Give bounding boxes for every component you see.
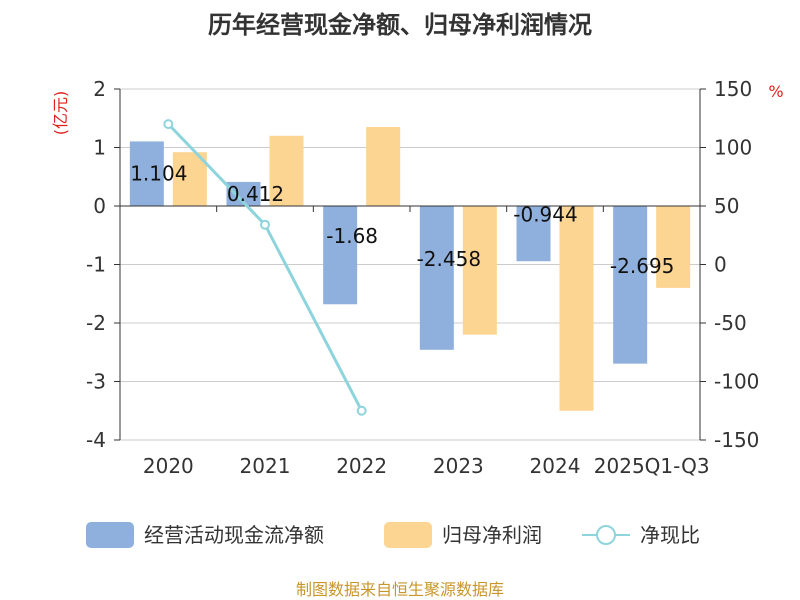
x-axis-category-label: 2020 <box>143 454 194 478</box>
x-axis-category-label: 2024 <box>530 454 581 478</box>
net-profit-bar[interactable] <box>656 206 691 288</box>
left-axis-tick-label: -2 <box>86 311 106 335</box>
legend-cashflow-label: 经营活动现金流净额 <box>144 523 324 547</box>
ratio-point[interactable] <box>260 219 270 230</box>
legend-ratio-swatch-marker <box>596 525 616 545</box>
x-axis-category-label: 2025Q1-Q3 <box>594 454 710 478</box>
legend[interactable]: 经营活动现金流净额 归母净利润 净现比 <box>86 522 700 548</box>
left-axis-tick-label: -3 <box>86 370 106 394</box>
x-axis-category-label: 2022 <box>336 454 387 478</box>
right-axis-tick-label: -100 <box>714 370 759 394</box>
x-axis-category-label: 2021 <box>240 454 291 478</box>
cashflow-bar[interactable] <box>516 206 551 262</box>
cashflow-data-label: -2.695 <box>610 254 674 278</box>
cashflow-bar[interactable] <box>129 141 164 206</box>
tick-labels: 2 1 0 -1 -2 -3 -4 150 100 50 0 -50 -100 -150 2020 2021 2… <box>86 77 759 478</box>
right-axis-tick-label: -50 <box>714 311 747 335</box>
legend-cashflow[interactable]: 经营活动现金流净额 <box>86 522 324 548</box>
legend-ratio-label: 净现比 <box>640 523 700 547</box>
net-profit-bar[interactable] <box>172 152 207 206</box>
cashflow-data-label: -0.944 <box>513 203 577 227</box>
legend-ratio[interactable]: 净现比 <box>582 523 700 547</box>
cashflow-data-label: 1.104 <box>130 162 187 186</box>
left-axis-tick-label: 2 <box>93 77 106 101</box>
right-axis-unit: % <box>768 82 783 101</box>
cashflow-bar[interactable] <box>419 206 454 350</box>
data-labels: 1.104 0.412 -1.68 -2.458 -0.944 -2.695 <box>130 162 674 278</box>
bars <box>129 127 691 411</box>
left-axis-tick-label: -1 <box>86 253 106 277</box>
ratio-point[interactable] <box>356 405 367 416</box>
chart-title: 历年经营现金净额、归母净利润情况 <box>208 11 592 39</box>
x-axis-category-label: 2023 <box>433 454 484 478</box>
legend-net-profit-swatch <box>384 522 432 548</box>
legend-cashflow-swatch <box>86 522 134 548</box>
left-axis-tick-label: 0 <box>93 194 106 218</box>
axes <box>114 88 706 441</box>
right-axis-tick-label: 150 <box>714 77 752 101</box>
right-axis-tick-label: 50 <box>714 194 739 218</box>
cashflow-bar[interactable] <box>613 206 648 364</box>
cashflow-data-label: 0.412 <box>227 182 284 206</box>
right-axis-tick-label: 0 <box>714 253 727 277</box>
legend-net-profit[interactable]: 归母净利润 <box>384 522 542 548</box>
left-axis-tick-label: -4 <box>86 428 106 452</box>
source-note: 制图数据来自恒生聚源数据库 <box>296 580 504 599</box>
legend-net-profit-label: 归母净利润 <box>442 523 542 547</box>
cashflow-data-label: -2.458 <box>417 247 481 271</box>
net-profit-bar[interactable] <box>269 135 304 206</box>
ratio-line <box>163 119 367 416</box>
left-axis-unit: (亿元) <box>51 91 70 136</box>
net-profit-bar[interactable] <box>366 127 401 206</box>
cashflow-data-label: -1.68 <box>326 224 378 248</box>
right-axis-tick-label: 100 <box>714 136 752 160</box>
net-profit-bar[interactable] <box>559 206 594 411</box>
cashflow-bar[interactable] <box>323 206 358 305</box>
ratio-point[interactable] <box>163 119 174 130</box>
net-profit-bar[interactable] <box>462 206 497 335</box>
left-axis-tick-label: 1 <box>93 136 106 160</box>
right-axis-tick-label: -150 <box>714 428 759 452</box>
